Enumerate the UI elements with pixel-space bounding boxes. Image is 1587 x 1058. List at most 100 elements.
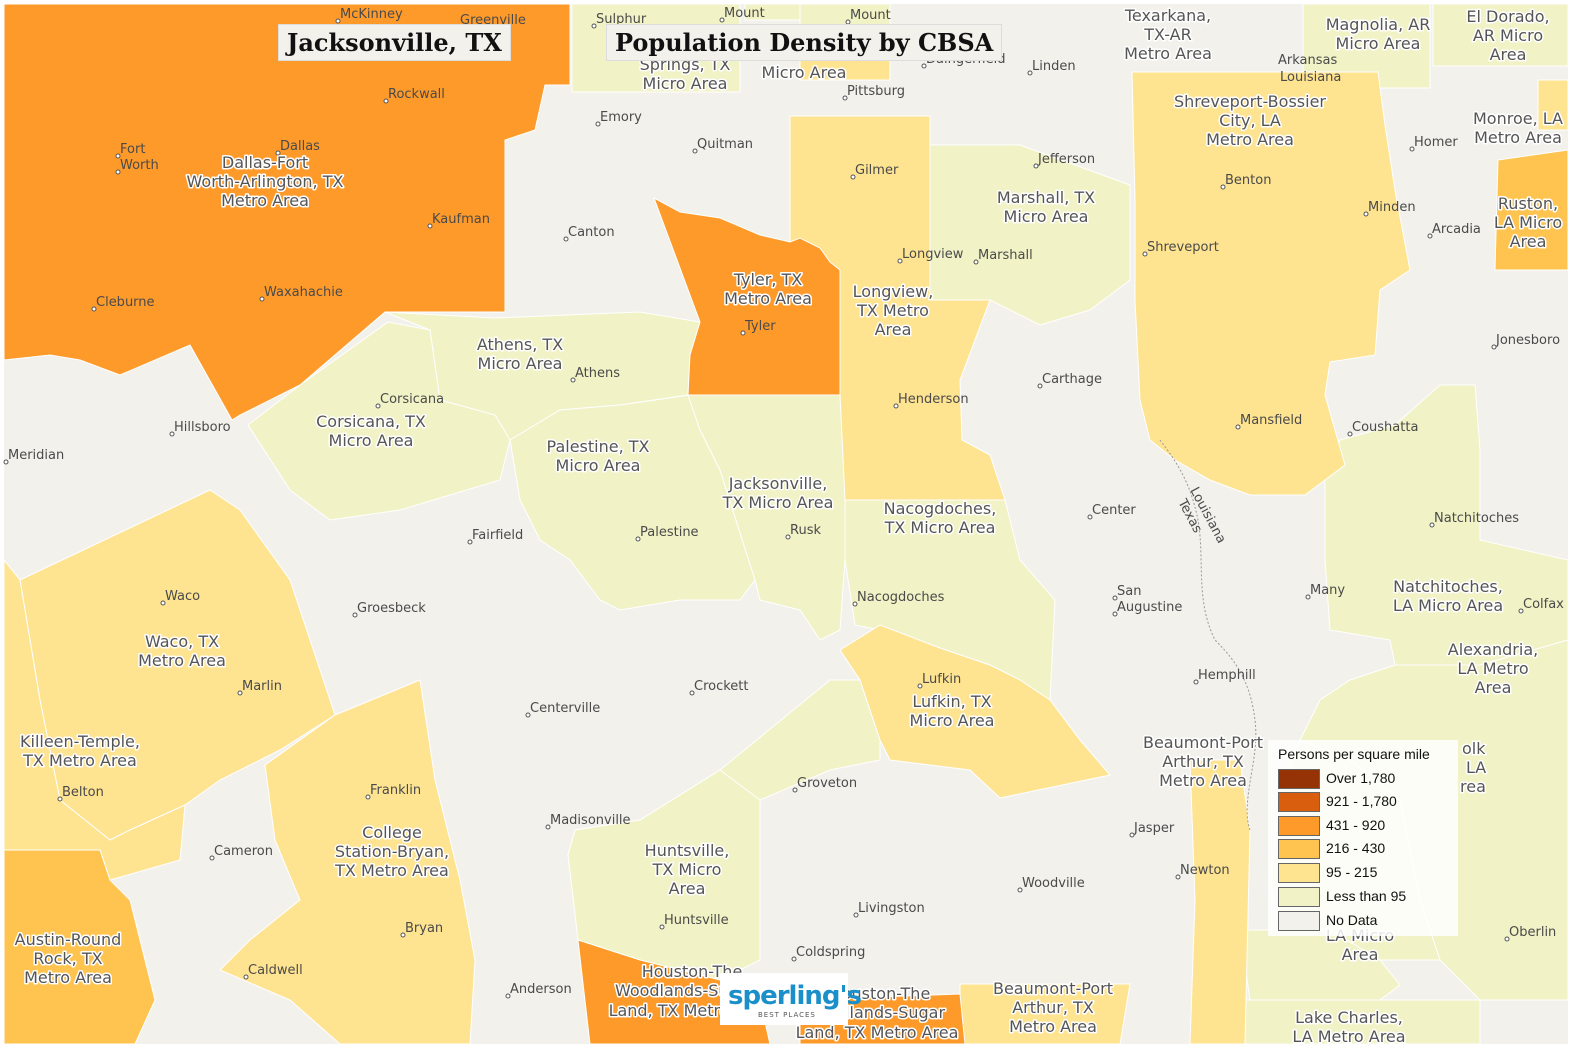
legend-title: Persons per square mile (1278, 746, 1430, 762)
state-louisiana: Louisiana (1280, 70, 1341, 85)
city-sulphur: Sulphur (596, 12, 647, 27)
city-hillsboro: Hillsboro (174, 420, 231, 435)
city-dot (1491, 344, 1497, 350)
city-fort: Fort (120, 142, 145, 157)
city-dot (375, 403, 381, 409)
city-bryan: Bryan (405, 921, 443, 936)
cbsa-label-nacogdoches: Nacogdoches, TX Micro Area (884, 499, 997, 537)
state-arkansas: Arkansas (1278, 53, 1337, 68)
city-dot (1427, 233, 1433, 239)
city-shreveport: Shreveport (1147, 240, 1219, 255)
city-dot (692, 148, 698, 154)
city-dot (3, 459, 9, 465)
city-dot (243, 974, 249, 980)
city-caldwell: Caldwell (248, 963, 303, 978)
legend-label: 95 - 215 (1326, 864, 1378, 880)
regions-431-920 (3, 3, 966, 1045)
city-hemphill: Hemphill (1198, 668, 1256, 683)
city-dot (1305, 594, 1311, 600)
city-groesbeck: Groesbeck (357, 601, 426, 616)
city-dot (115, 153, 121, 159)
city-dot (1027, 70, 1033, 76)
city-dot (57, 796, 63, 802)
map-title: Population Density by CBSA (606, 24, 1003, 61)
city-dot (1033, 163, 1039, 169)
city-dot (1017, 887, 1023, 893)
cbsa-label-lake-charles: Lake Charles, LA Metro Area (1292, 1008, 1405, 1046)
region-monroe (1537, 79, 1569, 131)
city-dallas: Dallas (280, 139, 320, 154)
legend-label: 216 - 430 (1326, 840, 1386, 856)
city-dot (659, 924, 665, 930)
cbsa-label-natchitoches: Natchitoches, LA Micro Area (1393, 577, 1503, 615)
city-dot (400, 932, 406, 938)
city-dot (505, 993, 511, 999)
regions-216-430 (3, 149, 1569, 1045)
city-augustine: Augustine (1117, 600, 1182, 615)
region-dallas (3, 3, 571, 421)
cbsa-label-tyler: Tyler, TX Metro Area (724, 270, 812, 308)
city-livingston: Livingston (858, 901, 925, 916)
city-dot (1363, 211, 1369, 217)
cbsa-label-beaumont-lower: Beaumont-Port Arthur, TX Metro Area (993, 979, 1113, 1036)
city-dot (427, 223, 433, 229)
cbsa-label-dallas: Dallas-Fort Worth-Arlington, TX Metro Area (187, 153, 344, 210)
city-gilmer: Gilmer (855, 163, 899, 178)
city-dot (852, 601, 858, 607)
cbsa-label-jacksonville: Jacksonville, TX Micro Area (722, 474, 834, 512)
city-center: Center (1092, 503, 1136, 518)
region-tyler (653, 196, 841, 396)
region-austin (3, 849, 156, 1045)
cbsa-label-lufkin: Lufkin, TX Micro Area (910, 692, 995, 730)
city-dot (365, 794, 371, 800)
city-dot (1220, 184, 1226, 190)
cbsa-label-el-dorado: El Dorado, AR Micro Area (1466, 7, 1549, 64)
cbsa-label-college-station: College Station-Bryan, TX Metro Area (334, 823, 449, 880)
city-palestine: Palestine (640, 525, 699, 540)
region-palestine (509, 394, 756, 611)
city-quitman: Quitman (697, 137, 753, 152)
city-coushatta: Coushatta (1352, 420, 1418, 435)
city-dot (1175, 874, 1181, 880)
legend-swatch (1278, 863, 1320, 883)
legend-swatch (1278, 792, 1320, 812)
region-college-station (219, 679, 476, 1045)
city-benton: Benton (1225, 173, 1271, 188)
city-marlin: Marlin (242, 679, 282, 694)
sperlings-logo: sperling's BEST PLACES (720, 973, 862, 1025)
city-coldspring: Coldspring (796, 945, 865, 960)
city-dot (1129, 832, 1135, 838)
city-dot (1429, 522, 1435, 528)
city-dot (209, 855, 215, 861)
city-dot (545, 824, 551, 830)
legend-label: Less than 95 (1326, 888, 1407, 904)
city-huntsville: Huntsville (664, 913, 729, 928)
city-dot (791, 956, 797, 962)
city-rusk: Rusk (790, 523, 821, 538)
city-cleburne: Cleburne (96, 295, 155, 310)
city-colfax: Colfax (1523, 597, 1564, 612)
city-dot (893, 403, 899, 409)
city-dot (115, 169, 121, 175)
city-franklin: Franklin (370, 783, 421, 798)
legend-swatch (1278, 887, 1320, 907)
city-pittsburg: Pittsburg (847, 84, 905, 99)
city-dot (635, 536, 641, 542)
city-mount-1: Mount (724, 6, 765, 21)
cbsa-label-sulphur-springs: Springs, TX Micro Area (640, 55, 731, 93)
region-beaumont-strip (1189, 759, 1251, 1045)
city-belton: Belton (62, 785, 104, 800)
city-dot (335, 18, 341, 24)
city-waxahachie: Waxahachie (264, 285, 343, 300)
city-madisonville: Madisonville (550, 813, 631, 828)
region-magnolia (1302, 3, 1431, 89)
cbsa-label-waco: Waco, TX Metro Area (138, 632, 226, 670)
city-meridian: Meridian (8, 448, 64, 463)
region-shreveport (1131, 71, 1411, 496)
city-dot (917, 683, 923, 689)
city-newton: Newton (1180, 863, 1230, 878)
city-dot (973, 259, 979, 265)
city-tyler: Tyler (744, 319, 776, 334)
cbsa-label-corsicana: Corsicana, TX Micro Area (316, 412, 426, 450)
logo-name: sperling's (728, 981, 862, 1011)
